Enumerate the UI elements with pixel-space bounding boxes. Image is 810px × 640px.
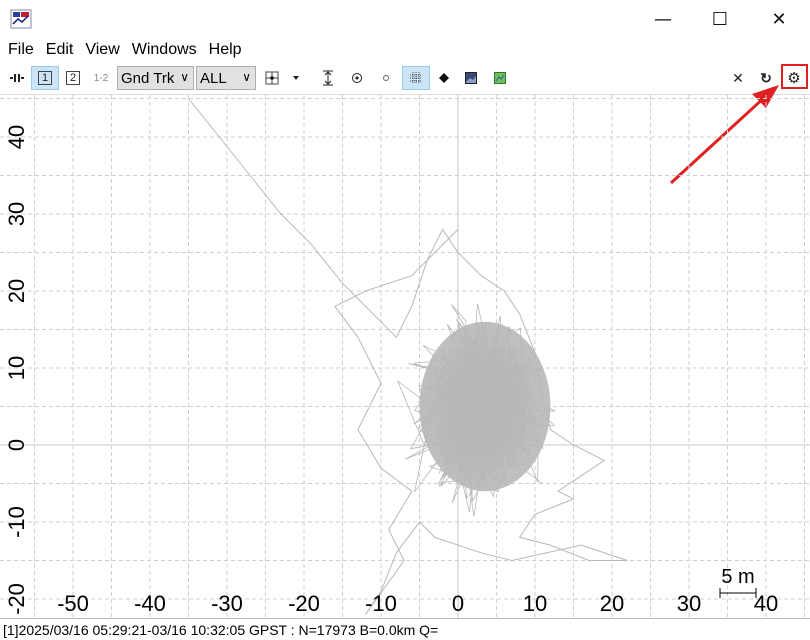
toolbar: 1 2 1-2 Gnd Trk ∨ ALL ∨ ✕ ↻ ⚙ (0, 62, 810, 95)
menu-help[interactable]: Help (208, 41, 242, 58)
plot-type-select[interactable]: Gnd Trk ∨ (117, 66, 194, 90)
y-tick-label: 40 (4, 125, 29, 149)
menu-windows[interactable]: Windows (131, 41, 197, 58)
y-axis-ticks: 40 30 20 10 0 -10 -20 (4, 125, 29, 615)
x-tick-label: -20 (288, 591, 320, 616)
x-tick-label: -30 (211, 591, 243, 616)
y-tick-label: 20 (4, 279, 29, 303)
rtkplot-app-icon (10, 9, 32, 29)
plot-1-2-button[interactable]: 1-2 (93, 72, 109, 84)
status-bar: [1]2025/03/16 05:29:21-03/16 10:32:05 GP… (0, 618, 810, 640)
x-tick-label: -50 (57, 591, 89, 616)
origin-icon[interactable] (262, 66, 282, 90)
origin-dropdown-icon[interactable] (288, 66, 304, 90)
grid-toggle-icon[interactable] (402, 66, 430, 90)
map-icon[interactable] (490, 66, 510, 90)
x-tick-label: 0 (452, 591, 464, 616)
ground-track-plot[interactable]: -50 -40 -30 -20 -10 0 10 20 30 40 40 30 20 10 0 -10 -20… (0, 95, 810, 618)
satellite-filter-select[interactable]: ALL ∨ (196, 66, 256, 90)
scale-bar: 5 m (719, 566, 757, 598)
x-tick-label: 30 (677, 591, 701, 616)
track-core-blob (419, 321, 551, 492)
close-window-button[interactable]: ✕ (771, 8, 787, 30)
maximize-button[interactable]: ☐ (711, 8, 729, 30)
image-icon[interactable] (461, 66, 481, 90)
x-axis-ticks: -50 -40 -30 -20 -10 0 10 20 30 40 (57, 591, 778, 616)
fit-vertical-icon[interactable] (318, 66, 338, 90)
track-outline-line (188, 98, 628, 615)
y-tick-label: -10 (4, 506, 29, 538)
menu-file[interactable]: File (8, 41, 34, 58)
menu-view[interactable]: View (85, 41, 120, 58)
marker-icon[interactable] (434, 66, 454, 90)
plot-2-button[interactable]: 2 (60, 66, 86, 90)
plot-1-button[interactable]: 1 (31, 66, 59, 90)
title-bar: — ☐ ✕ (0, 0, 810, 38)
refresh-icon[interactable]: ↻ (760, 69, 772, 86)
settings-gear-icon[interactable]: ⚙ (787, 70, 801, 87)
clear-icon[interactable]: ✕ (732, 69, 744, 86)
connect-icon[interactable] (6, 66, 28, 90)
ground-track-series (188, 98, 628, 615)
x-tick-label: 20 (600, 591, 624, 616)
chevron-down-icon: ∨ (242, 70, 251, 84)
menu-edit[interactable]: Edit (45, 41, 74, 58)
x-tick-label: 10 (523, 591, 547, 616)
chevron-down-icon: ∨ (180, 70, 189, 84)
x-tick-label: -10 (365, 591, 397, 616)
y-tick-label: 0 (4, 439, 29, 451)
plot-grid (0, 95, 810, 618)
scale-bar-label: 5 m (721, 566, 754, 588)
y-tick-label: 30 (4, 202, 29, 226)
status-text: [1]2025/03/16 05:29:21-03/16 10:32:05 GP… (3, 621, 439, 638)
x-tick-label: -40 (134, 591, 166, 616)
minimize-button[interactable]: — (654, 8, 672, 30)
y-tick-label: 10 (4, 356, 29, 380)
settings-highlight-box (781, 64, 808, 89)
y-tick-label: -20 (4, 583, 29, 615)
menu-bar: File Edit View Windows Help (0, 38, 810, 62)
point-icon[interactable] (376, 66, 396, 90)
x-tick-label: 40 (754, 591, 778, 616)
center-icon[interactable] (347, 66, 367, 90)
